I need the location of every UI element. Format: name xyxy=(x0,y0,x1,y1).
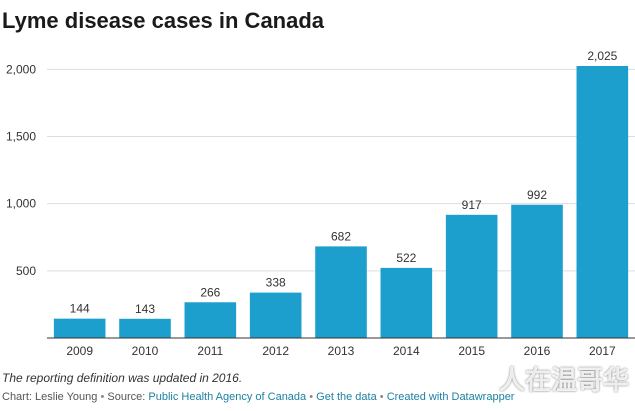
bar-value-label: 992 xyxy=(527,188,547,202)
bar-chart: 500 1,000 1,500 2,000 144 143 266 338 682 522 917… xyxy=(6,49,635,358)
chart-author: Chart: Leslie Young xyxy=(2,391,98,403)
x-tick-label: 2014 xyxy=(393,344,420,358)
bar-value-label: 144 xyxy=(70,302,90,316)
y-tick-label: 1,500 xyxy=(6,130,36,144)
y-tick-label: 1,000 xyxy=(6,197,36,211)
bars xyxy=(53,66,629,338)
bar-value-label: 522 xyxy=(396,251,416,265)
bar-value-label: 2,025 xyxy=(587,49,617,63)
y-tick-label: 2,000 xyxy=(6,62,36,76)
bar-value-label: 266 xyxy=(200,285,220,299)
bar-value-labels: 144 143 266 338 682 522 917 992 2,025 xyxy=(70,49,618,316)
credits-separator: • xyxy=(379,391,384,403)
bar-value-label: 338 xyxy=(266,276,286,290)
bar xyxy=(249,292,302,338)
x-tick-label: 2011 xyxy=(197,344,223,358)
source-link[interactable]: Public Health Agency of Canada xyxy=(148,391,307,403)
chart-credits: Chart: Leslie Young • Source: Public Hea… xyxy=(2,391,514,403)
x-tick-label: 2015 xyxy=(458,344,485,358)
chart-title: Lyme disease cases in Canada xyxy=(2,8,325,33)
y-axis-tick-labels: 500 1,000 1,500 2,000 xyxy=(6,62,36,277)
x-tick-label: 2012 xyxy=(262,344,289,358)
x-tick-label: 2016 xyxy=(524,344,551,358)
bar xyxy=(511,204,563,338)
credits-separator: • xyxy=(100,391,105,403)
bar xyxy=(53,318,106,338)
x-axis-tick-labels: 2009 2010 2011 2012 2013 2014 2015 2016 2017 xyxy=(66,344,616,358)
chart-note: The reporting definition was updated in … xyxy=(2,371,243,385)
credits-separator: • xyxy=(309,391,314,403)
bar xyxy=(184,302,237,338)
x-tick-label: 2009 xyxy=(66,344,93,358)
bar-value-label: 143 xyxy=(135,302,155,316)
bar-value-label: 682 xyxy=(331,229,351,243)
y-tick-label: 500 xyxy=(16,264,36,278)
x-tick-label: 2017 xyxy=(589,344,616,358)
x-tick-label: 2013 xyxy=(328,344,355,358)
bar-value-label: 917 xyxy=(462,198,482,212)
x-tick-label: 2010 xyxy=(132,344,159,358)
bar xyxy=(315,246,367,338)
bar xyxy=(119,318,171,338)
get-data-link[interactable]: Get the data xyxy=(316,391,377,403)
source-prefix: Source: xyxy=(107,391,146,403)
bar xyxy=(380,267,433,338)
bar xyxy=(445,214,498,338)
datawrapper-link[interactable]: Created with Datawrapper xyxy=(386,391,515,403)
bar xyxy=(576,66,629,338)
